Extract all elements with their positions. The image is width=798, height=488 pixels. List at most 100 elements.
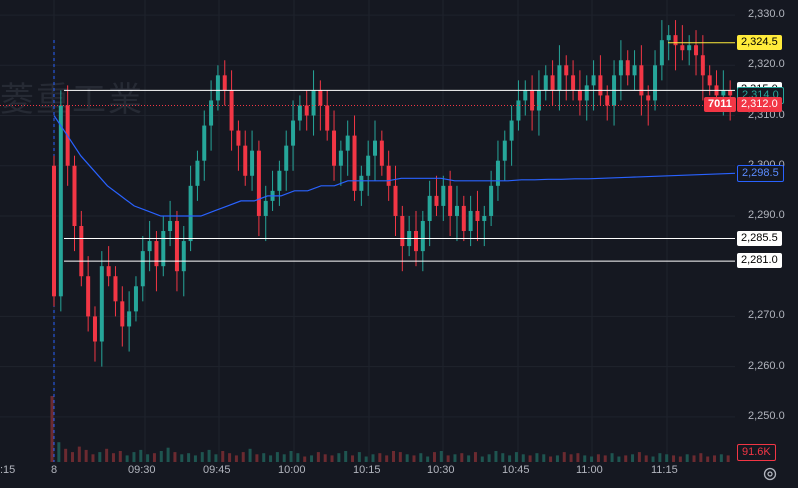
volume-bar [713,455,717,462]
volume-bar [412,455,416,462]
candle-body [605,95,610,106]
candle-body [468,210,473,232]
volume-bar [248,448,252,462]
volume-bar [576,453,580,462]
candle-body [694,45,699,56]
candle-body [666,35,671,41]
volume-bar [637,452,641,462]
candle-body [625,60,630,76]
candle-body [79,226,84,277]
volume-bar [255,454,259,462]
volume-bar [480,456,484,462]
volume-bar [98,452,102,462]
volume-bar [467,455,471,462]
candle-body [646,95,651,101]
volume-bar [453,454,457,462]
candle-body [243,145,248,176]
volume-bar [241,452,245,462]
symbol-tag: 7011 [704,97,736,113]
candle-body [168,220,173,232]
volume-bar [521,454,525,462]
volume-bar [344,451,348,462]
volume-bar [228,453,232,462]
candle-body [393,185,398,216]
candle-body [461,205,466,232]
volume-bar [542,454,546,462]
volume-bar [132,452,136,462]
candle-body [536,90,541,111]
candle-body [291,120,296,146]
candle-body [352,135,357,191]
candle-body [236,130,241,146]
x-tick-label: 10:30 [427,464,455,476]
volume-bar [692,455,696,462]
x-tick-label: 11:15 [651,464,678,476]
volume-bar [77,446,81,462]
volume-bar [50,396,54,462]
volume-bar [64,448,68,462]
candle-body [106,266,111,277]
candle-body [543,75,548,91]
volume-bar [275,452,279,462]
volume-bar [385,455,389,462]
price-tag: 2,324.5 [737,34,782,50]
candle-body [250,150,255,176]
y-tick-label: 2,260.0 [748,359,785,372]
volume-bar [111,453,115,462]
volume-bar [91,454,95,462]
volume-bar [57,442,61,462]
volume-bar [603,455,607,462]
volume-bar [624,455,628,462]
volume-bar [193,455,197,462]
candle-body [420,220,425,252]
candle-body [332,130,337,166]
symbol-watermark: 菱重工業 [0,80,144,120]
volume-bar [432,452,436,462]
candle-body [502,140,507,161]
y-tick-label: 2,270.0 [748,309,785,322]
settings-icon[interactable] [762,466,778,482]
candle-body [639,65,644,96]
candle-body [530,90,535,111]
volume-bar [378,453,382,462]
volume-bar [426,456,430,462]
candle-body [86,276,91,317]
volume-bar [501,453,505,462]
candle-body [92,316,97,342]
x-tick-label: 09:30 [128,464,156,476]
volume-bar [173,452,177,462]
volume-bar [125,455,129,462]
candle-body [454,205,459,216]
volume-bar [610,453,614,462]
volume-bar [146,454,150,462]
candle-body [475,210,480,221]
volume-bar [337,453,341,462]
volume-bar [508,455,512,462]
candle-body [379,140,384,166]
candle-body [687,45,692,51]
x-tick-label: 09:45 [203,464,231,476]
candle-body [161,231,166,267]
x-tick-label: 10:45 [502,464,530,476]
x-tick-label: 8 [51,464,58,476]
volume-bar [323,454,327,462]
volume-bar [685,454,689,462]
candle-body [277,170,282,191]
candle-body [202,125,207,161]
candle-body [659,40,664,66]
candle-body [618,60,623,76]
candle-body [359,175,364,191]
y-tick-label: 2,290.0 [748,208,785,221]
candle-body [441,185,446,206]
candle-body [58,105,63,297]
volume-bar [644,455,648,462]
volume-bar [152,453,156,462]
candle-body [304,105,309,116]
volume-bar [665,454,669,462]
volume-bar [535,453,539,462]
candle-body [338,150,343,166]
volume-bar [187,453,191,462]
candle-body [147,241,152,252]
candle-body [325,105,330,131]
